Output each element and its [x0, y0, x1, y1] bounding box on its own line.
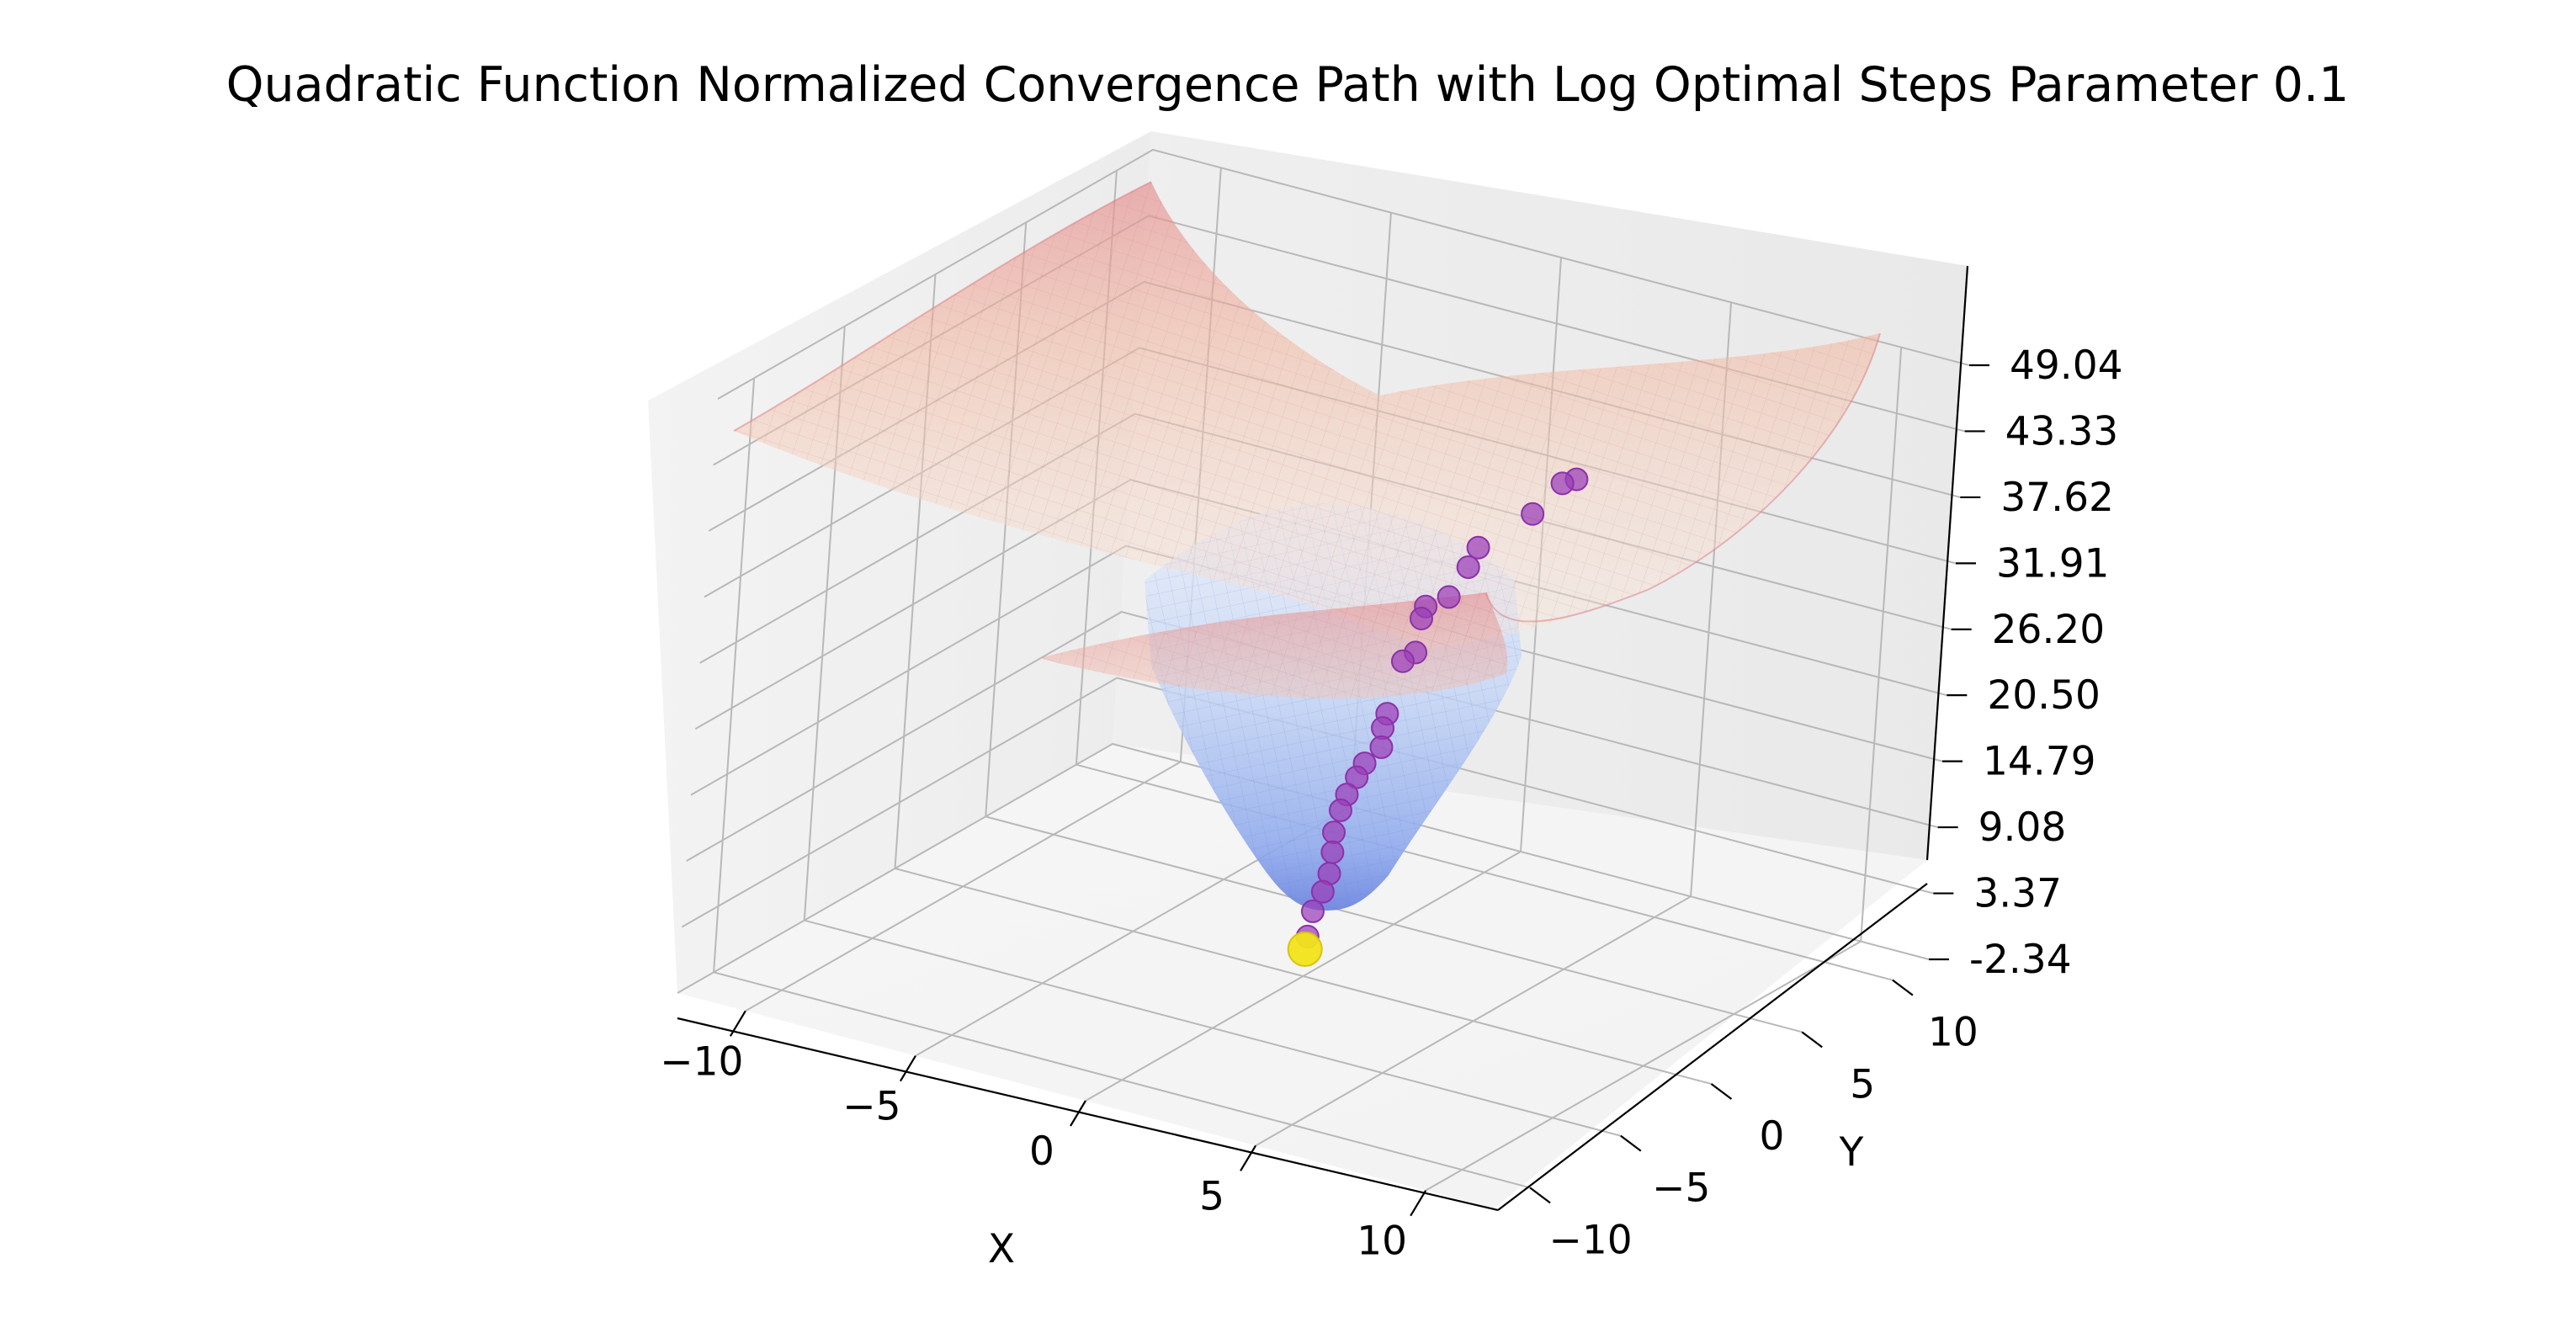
y-tick-label: −10 [1548, 1217, 1632, 1263]
scatter-point [1409, 607, 1433, 631]
scatter-point [1320, 840, 1345, 864]
y-tick-mark [1801, 1031, 1823, 1049]
scatter-point [1466, 535, 1490, 560]
y-tick-mark [1892, 979, 1914, 996]
y-tick-label: 5 [1850, 1061, 1875, 1107]
y-tick-label: −5 [1652, 1166, 1710, 1212]
scatter-points [1287, 467, 1589, 967]
z-axis-line [1925, 265, 1969, 861]
surfaces [733, 181, 1881, 911]
z-tick-label: -2.34 [1969, 937, 2072, 983]
chart-title: Quadratic Function Normalized Convergenc… [226, 57, 2350, 113]
x-tick-label: 10 [1357, 1219, 1407, 1265]
scatter-point [1456, 555, 1480, 579]
shallow-bowl-back-mesh [734, 182, 1880, 648]
scatter-point [1328, 798, 1352, 822]
x-tick-mark [1410, 1190, 1427, 1217]
y-tick-label: 10 [1928, 1010, 1978, 1056]
y-axis-line [1497, 883, 1928, 1211]
z-tick-label: 26.20 [1992, 607, 2106, 653]
z-tick-label: 31.91 [1996, 540, 2110, 587]
z-grid-line [681, 677, 1934, 928]
shallow-bowl-front-mesh [1039, 592, 1508, 698]
z-tick-label: 3.37 [1973, 871, 2062, 917]
x-axis-label: X [988, 1226, 1015, 1272]
z-tick-label: 9.08 [1978, 805, 2067, 851]
x-tick-label: 5 [1199, 1173, 1224, 1219]
y-axis-label: Y [1839, 1129, 1864, 1176]
scatter-point [1300, 899, 1325, 923]
y-tick-mark [1710, 1083, 1733, 1100]
x-tick-mark [729, 1010, 746, 1037]
z-tick-label: 37.62 [2000, 475, 2114, 521]
z-tick-label: 14.79 [1983, 739, 2096, 785]
scatter-point [1322, 820, 1346, 845]
scatter-point [1550, 471, 1575, 496]
x-axis-line [677, 1017, 1499, 1212]
final-scatter-point [1287, 931, 1323, 967]
x-tick-label: 0 [1029, 1128, 1054, 1175]
y-tick-mark [1529, 1187, 1551, 1204]
z-tick-label: 43.33 [2005, 408, 2119, 454]
scatter-point [1310, 879, 1335, 904]
z-tick-label: 49.04 [2010, 343, 2123, 389]
x-tick-mark [899, 1055, 916, 1082]
y-tick-mark [1620, 1134, 1642, 1152]
z-grid-line [717, 148, 1970, 400]
y-tick-label: 0 [1760, 1113, 1785, 1160]
x-tick-label: −10 [660, 1038, 743, 1085]
x-tick-mark [1070, 1100, 1086, 1127]
shallow-bowl-rim [733, 181, 1881, 623]
x-tick-label: −5 [842, 1084, 900, 1130]
z-grid-line [686, 611, 1938, 862]
scatter-point [1369, 735, 1394, 759]
x-tick-mark [1240, 1144, 1257, 1171]
z-tick-label: 20.50 [1987, 672, 2101, 719]
scatter-point [1521, 502, 1545, 526]
z-grid-line [677, 742, 1930, 994]
axis-lines [677, 265, 1969, 1212]
scatter-point [1437, 585, 1461, 609]
ticks: −10 −5 0 5 10 −10 −5 0 5 10 -2.34 3.37 9.08 14.79 20.5… [660, 343, 2122, 1265]
scatter-point [1390, 649, 1415, 673]
